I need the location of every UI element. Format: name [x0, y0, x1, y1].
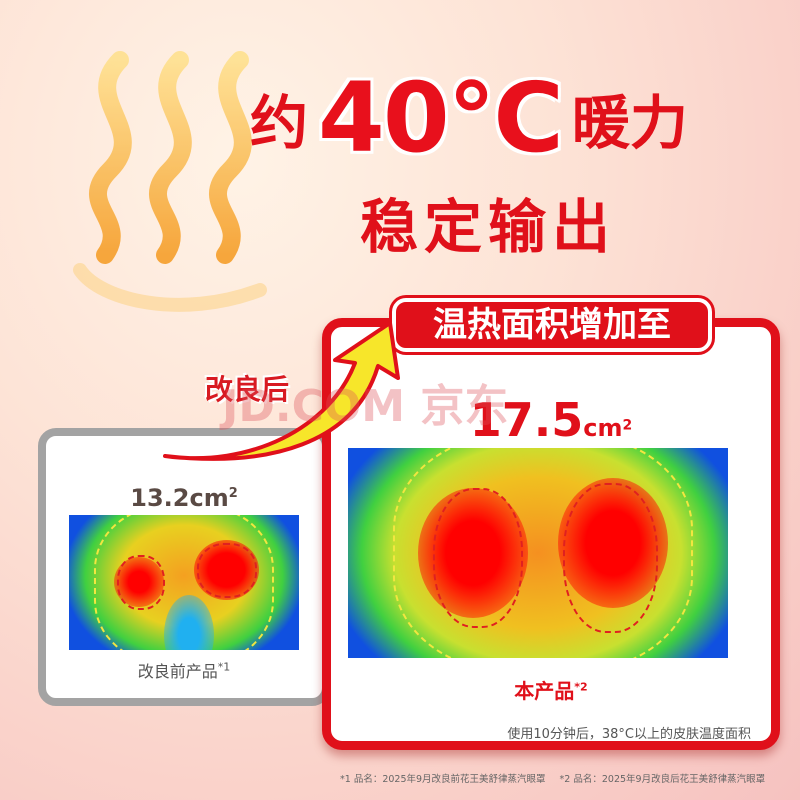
headline-prefix: 约 [250, 89, 309, 157]
headline-line1: 约 40℃ 暖力 [250, 60, 688, 176]
footnote-1: *1 品名：2025年9月改良前花王美舒律蒸汽眼罩 [340, 774, 546, 785]
before-product-card: 13.2cm2 改良前产品*1 [38, 428, 330, 706]
before-area-sup: 2 [228, 486, 238, 501]
before-label-sup: *1 [217, 660, 231, 674]
before-thermal-image [69, 515, 299, 650]
after-thermal-image [348, 448, 728, 658]
after-area-sup: 2 [622, 417, 633, 434]
after-area: 17.5cm2 [331, 393, 771, 447]
headline-temperature: 40℃ [316, 60, 566, 176]
headline-line2: 稳定输出 [360, 193, 617, 261]
footnote-2: *2 品名：2025年9月改良后花王美舒律蒸汽眼罩 [559, 774, 766, 785]
after-label-sup: *2 [574, 680, 588, 694]
before-area: 13.2cm2 [46, 484, 322, 512]
footnotes: *1 品名：2025年9月改良前花王美舒律蒸汽眼罩 *2 品名：2025年9月改… [340, 771, 765, 785]
steam-wave-icon [60, 40, 280, 330]
after-label: 本产品*2 [331, 675, 771, 704]
watermark: JD.COM 京东 [222, 381, 509, 432]
before-label-text: 改良前产品 [137, 662, 218, 681]
after-product-card: 17.5cm2 本产品*2 使用10分钟后，38°C以上的皮肤温度面积 [322, 318, 780, 750]
improvement-arrow-icon [160, 318, 400, 468]
after-area-value: 17.5 [469, 393, 584, 447]
before-area-value: 13.2cm [130, 484, 229, 512]
after-label-text: 本产品 [514, 679, 575, 703]
after-caption: 使用10分钟后，38°C以上的皮肤温度面积 [507, 727, 751, 742]
headline-suffix: 暖力 [571, 89, 688, 157]
after-area-unit: cm [583, 414, 623, 442]
area-increase-banner: 温热面积增加至 [392, 298, 712, 352]
improved-label: 改良后 [205, 373, 290, 406]
before-label: 改良前产品*1 [46, 658, 322, 682]
